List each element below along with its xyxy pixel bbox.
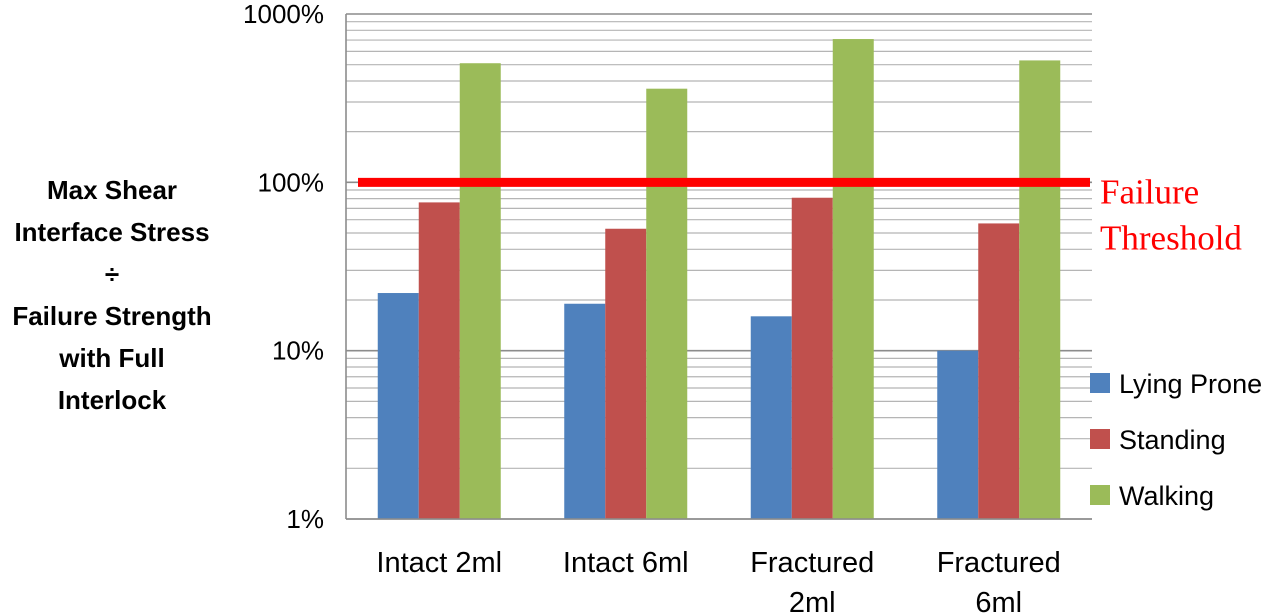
bar-lying-prone <box>937 350 979 519</box>
bar-lying-prone <box>377 293 419 519</box>
legend-label: Walking <box>1119 481 1214 511</box>
y-axis-title-line: ÷ <box>105 259 119 289</box>
bar-lying-prone <box>750 316 792 519</box>
y-tick-label: 100% <box>258 167 325 197</box>
bar-walking <box>832 39 874 519</box>
y-tick-label: 10% <box>272 336 324 366</box>
axes: 1% 10% 100% 1000% Intact 2ml Intact 6ml Fractu… <box>243 0 1092 616</box>
y-axis-title-line: with Full <box>58 343 164 373</box>
bar-standing <box>978 223 1020 519</box>
x-tick-label: Intact 6ml <box>563 547 689 579</box>
bar-walking <box>459 63 501 520</box>
x-tick-label: Fractured 6ml <box>937 547 1061 616</box>
y-axis-title: Max Shear Interface Stress ÷ Failure Streng… <box>12 175 211 415</box>
bar-walking <box>1019 60 1061 519</box>
y-axis-title-line: Interface Stress <box>14 217 209 247</box>
legend-swatch <box>1090 485 1110 505</box>
x-tick-label: Intact 2ml <box>376 547 502 579</box>
bar-standing <box>605 228 647 520</box>
bar-walking <box>646 88 688 519</box>
threshold-label: Failure Threshold <box>1100 172 1242 257</box>
legend-label: Lying Prone <box>1119 369 1262 399</box>
bar-lying-prone <box>564 303 606 519</box>
y-axis-title-line: Interlock <box>58 385 167 415</box>
x-tick-label: Fractured 2ml <box>750 547 874 616</box>
legend-label: Standing <box>1119 425 1226 455</box>
y-tick-label: 1% <box>286 504 324 534</box>
y-tick-label: 1000% <box>243 0 324 29</box>
bar-standing <box>791 197 833 520</box>
y-axis-title-line: Failure Strength <box>12 301 211 331</box>
bar-standing <box>418 202 460 520</box>
legend-swatch <box>1090 373 1110 393</box>
y-axis-title-line: Max Shear <box>47 175 177 205</box>
legend-swatch <box>1090 429 1110 449</box>
bars <box>377 39 1061 520</box>
threshold-group: Failure Threshold <box>358 172 1242 257</box>
legend: Lying Prone Standing Walking <box>1090 369 1262 511</box>
